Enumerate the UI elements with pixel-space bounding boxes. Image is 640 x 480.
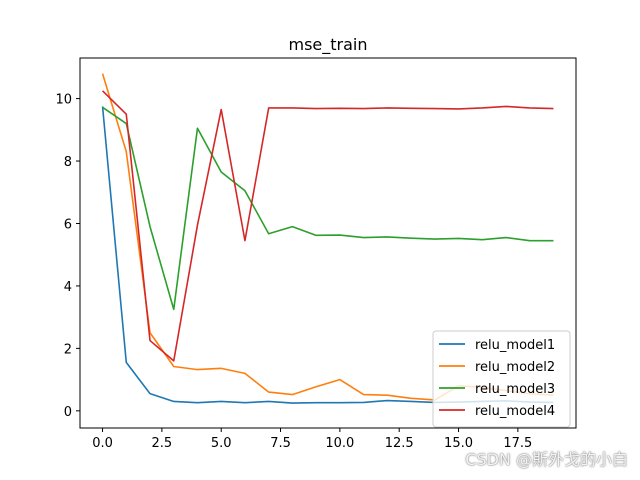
x-tick-label: 0.0 [92,436,113,451]
y-tick-label: 2 [64,342,72,357]
y-tick-label: 4 [64,280,72,295]
x-tick-label: 12.5 [385,436,414,451]
legend: relu_model1 relu_model2 relu_model3 relu_mo… [432,330,571,428]
y-tick-label: 0 [64,405,72,420]
legend-label: relu_model3 [475,382,555,397]
watermark: CSDN @斯外戈的小白 [465,450,628,469]
x-tick-label: 2.5 [152,436,173,451]
axes-frame [79,57,577,429]
chart-title: mse_train [288,35,367,55]
legend-label: relu_model2 [475,360,555,375]
y-tick-label: 6 [64,217,72,232]
legend-label: relu_model4 [475,404,555,419]
legend-label: relu_model1 [475,338,555,353]
x-tick-label: 17.5 [503,436,532,451]
x-axis: 0.0 2.5 5.0 7.5 10.0 12.5 15.0 17.5 [92,428,532,451]
series-line-relu_model4 [101,90,554,362]
y-tick-label: 8 [64,155,72,170]
x-tick-label: 7.5 [270,436,291,451]
y-axis: 0 2 4 6 8 10 [55,93,80,420]
y-tick-label: 10 [55,93,72,108]
series-line-relu_model3 [102,106,554,311]
legend-box [432,330,571,428]
x-tick-label: 15.0 [444,436,473,451]
x-tick-label: 5.0 [211,436,232,451]
x-tick-label: 10.0 [325,436,354,451]
